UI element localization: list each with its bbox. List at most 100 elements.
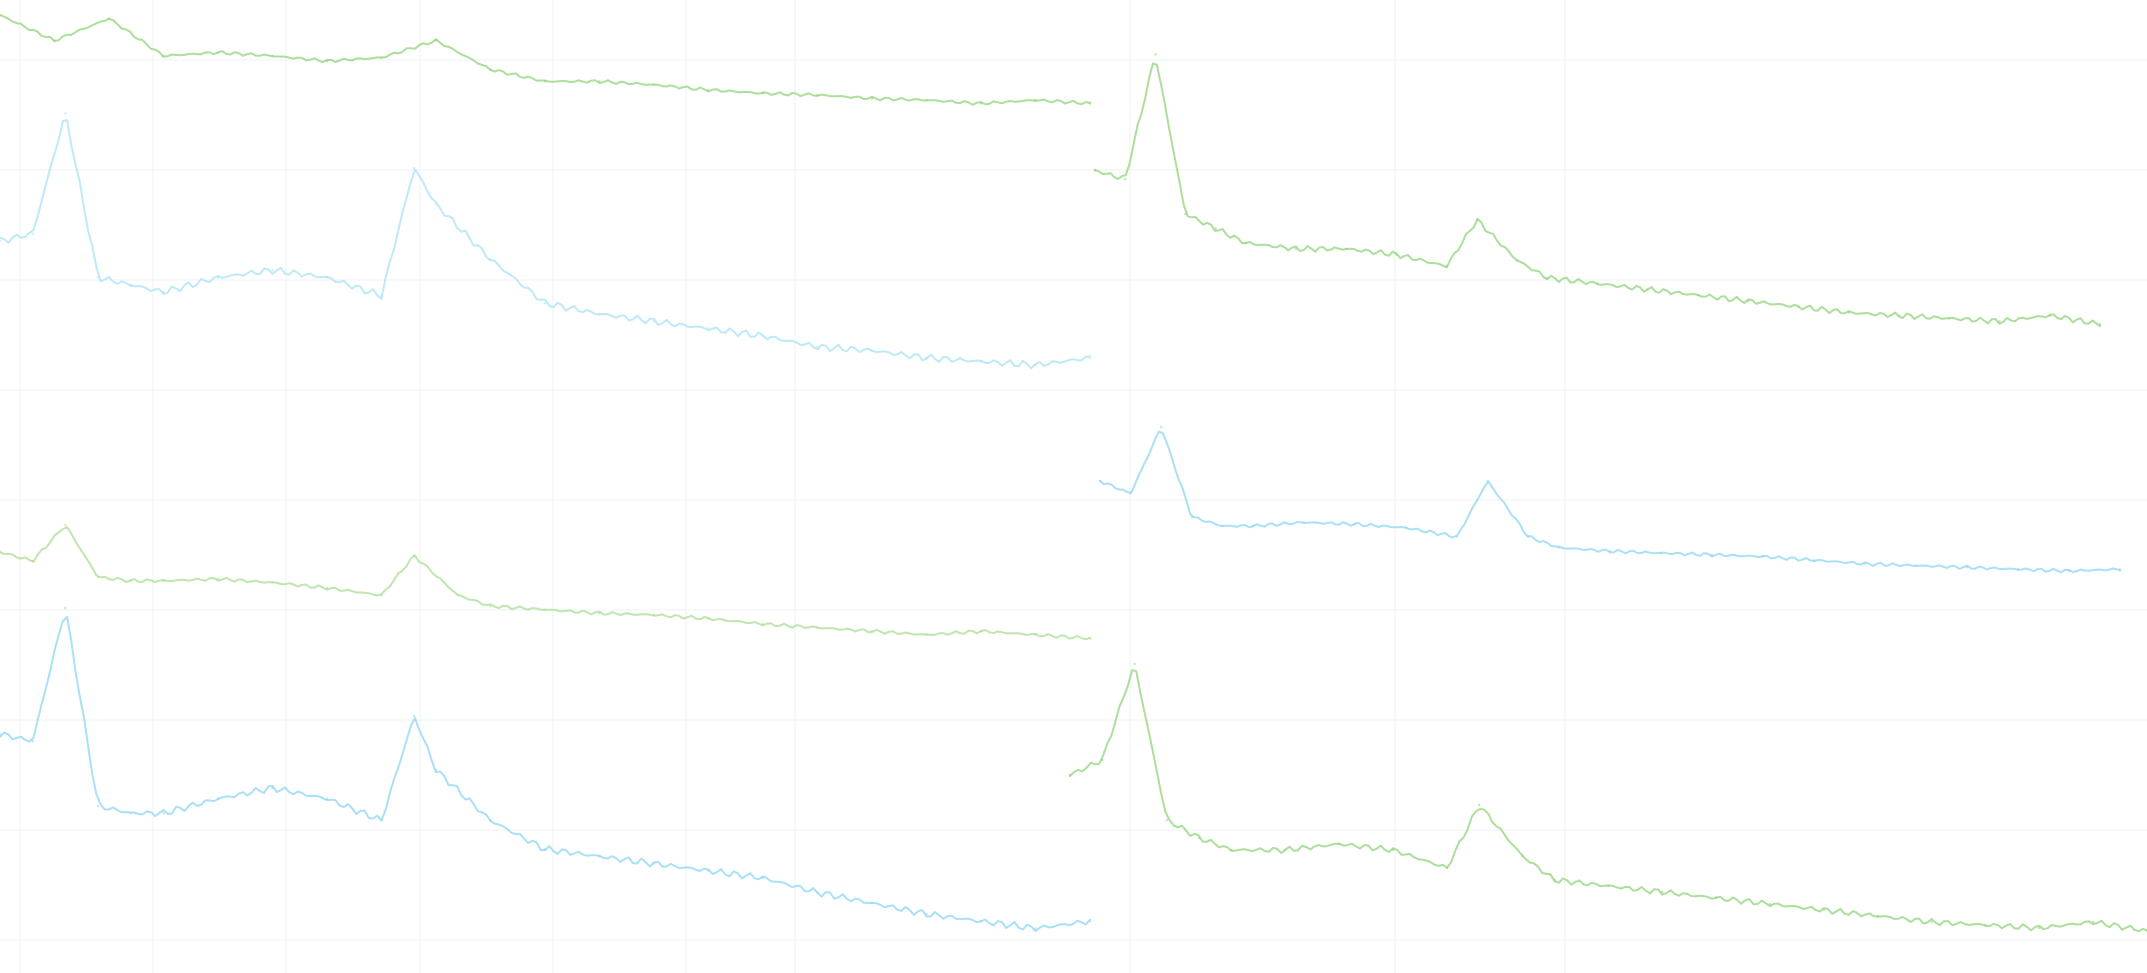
data-point	[870, 902, 874, 905]
data-point	[413, 554, 416, 557]
data-point	[761, 334, 765, 338]
data-point	[1897, 314, 1901, 317]
data-point	[325, 276, 329, 279]
data-point	[325, 586, 329, 590]
data-point	[925, 356, 928, 359]
data-point	[707, 869, 710, 872]
data-point	[129, 579, 132, 582]
data-point	[1034, 363, 1037, 367]
data-point	[1034, 633, 1037, 636]
data-point	[870, 349, 874, 352]
data-point	[1761, 555, 1765, 558]
series-line-bottom-right	[1069, 669, 2147, 933]
series-group-top-left	[0, 13, 1092, 106]
data-point	[271, 269, 274, 272]
data-point	[162, 290, 165, 294]
series-group-top-right	[1093, 53, 2102, 328]
data-point	[434, 768, 438, 772]
data-point	[598, 312, 601, 316]
data-point	[1230, 848, 1233, 852]
data-point	[1034, 927, 1037, 930]
data-point	[380, 56, 383, 59]
data-point	[1914, 564, 1918, 567]
data-point	[31, 559, 34, 563]
data-point	[1546, 276, 1549, 279]
series-line-top-right	[1094, 62, 2101, 328]
data-point	[1822, 908, 1826, 912]
data-point	[53, 39, 56, 42]
data-point	[925, 633, 928, 636]
series-group-middle-right	[1098, 425, 2122, 574]
data-point	[1284, 848, 1287, 852]
data-point	[2016, 568, 2020, 571]
data-point	[1244, 241, 1248, 245]
data-point	[761, 876, 765, 880]
series-group-bottom-right	[1068, 662, 2147, 933]
data-point	[1345, 247, 1348, 250]
data-point	[325, 59, 329, 63]
data-point	[96, 576, 100, 579]
data-point	[598, 80, 601, 83]
data-point	[1302, 521, 1306, 524]
data-point	[216, 797, 220, 800]
data-point	[434, 39, 438, 42]
data-point	[1948, 317, 1951, 320]
data-point	[2092, 920, 2095, 924]
data-point	[489, 258, 492, 261]
data-point	[925, 912, 928, 916]
data-point	[1093, 169, 1097, 172]
data-point	[2118, 568, 2122, 571]
data-point	[1088, 356, 1092, 359]
data-point	[1557, 546, 1561, 549]
data-point	[761, 92, 765, 95]
data-point	[380, 594, 383, 597]
series-line-bottom-left-upper	[0, 526, 1091, 641]
data-point	[1068, 773, 1072, 777]
data-point	[64, 523, 67, 527]
data-point	[1608, 550, 1612, 553]
data-point	[925, 98, 928, 102]
data-point	[1965, 566, 1969, 569]
data-point	[1160, 425, 1163, 429]
data-point	[1747, 299, 1750, 303]
data-point	[979, 920, 983, 923]
data-point	[2048, 314, 2051, 317]
data-point	[1812, 559, 1816, 562]
data-point	[456, 594, 459, 597]
data-point	[816, 891, 819, 894]
data-point	[1984, 923, 1987, 927]
data-point	[1455, 535, 1459, 538]
data-point	[0, 550, 2, 554]
data-point	[129, 812, 132, 815]
data-point	[162, 54, 165, 58]
data-point	[1124, 178, 1127, 181]
data-point	[96, 276, 100, 279]
data-point	[1661, 890, 1664, 894]
data-point	[0, 239, 2, 243]
data-point	[1294, 247, 1298, 250]
data-point	[979, 360, 983, 363]
data-point	[1214, 227, 1217, 230]
data-point	[1715, 896, 1718, 900]
data-point	[1129, 492, 1132, 495]
data-point	[64, 606, 67, 610]
data-point	[271, 786, 274, 790]
data-point	[1696, 294, 1700, 297]
data-point	[1098, 479, 1102, 483]
series-group-bottom-left	[0, 606, 1092, 932]
data-point	[489, 819, 492, 822]
data-point	[96, 804, 100, 808]
data-point	[216, 577, 220, 581]
data-point	[1133, 662, 1136, 666]
data-point	[64, 112, 67, 115]
data-point	[1768, 902, 1772, 906]
data-point	[1088, 920, 1092, 923]
data-point	[1395, 253, 1398, 256]
data-point	[979, 102, 983, 105]
data-point	[543, 301, 547, 305]
data-point	[979, 630, 983, 633]
data-point	[1221, 524, 1224, 528]
data-point	[162, 812, 165, 815]
